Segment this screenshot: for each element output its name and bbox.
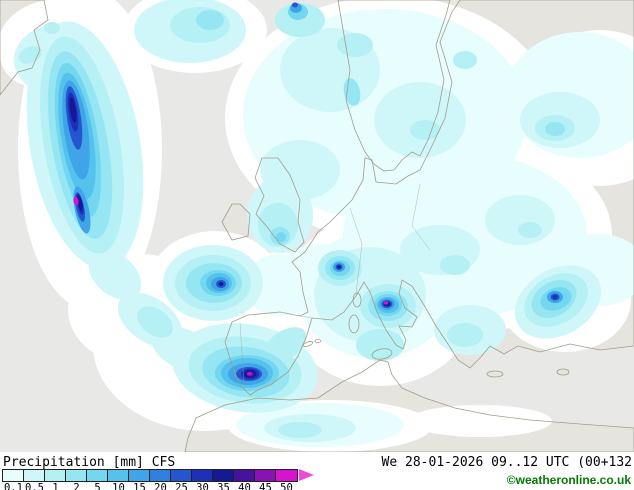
- legend: 0.1 0.5 1 2 5 10 15 20 25 30 35 40 45 50: [2, 469, 332, 490]
- legend-segment: [24, 470, 45, 481]
- copyright-label: ©weatheronline.co.uk: [506, 473, 631, 487]
- legend-segment: [255, 470, 276, 481]
- legend-overflow-arrow-icon: [299, 469, 314, 481]
- legend-tick-label: 40: [238, 482, 251, 490]
- precipitation-map: [0, 0, 634, 452]
- country-borders: [239, 183, 431, 385]
- legend-tick-label: 25: [175, 482, 188, 490]
- legend-tick-label: 20: [154, 482, 167, 490]
- legend-tick-label: 5: [94, 482, 101, 490]
- legend-tick-label: 50: [280, 482, 293, 490]
- legend-tick-label: 15: [133, 482, 146, 490]
- legend-tick-label: 45: [259, 482, 272, 490]
- legend-tick-label: 10: [112, 482, 125, 490]
- legend-labels: 0.1 0.5 1 2 5 10 15 20 25 30 35 40 45 50: [3, 482, 323, 490]
- legend-segment: [234, 470, 255, 481]
- legend-tick-label: 2: [73, 482, 80, 490]
- legend-segment: [66, 470, 87, 481]
- legend-tick-label: 1: [52, 482, 59, 490]
- legend-segment: [213, 470, 234, 481]
- precip-level-14: [73, 196, 389, 375]
- legend-segment: [129, 470, 150, 481]
- map-footer: Precipitation [mm] CFS We 28-01-2026 09.…: [0, 452, 634, 490]
- legend-colorbar: [2, 469, 298, 482]
- legend-segment: [87, 470, 108, 481]
- legend-tick-label: 35: [217, 482, 230, 490]
- map-title: Precipitation [mm] CFS: [3, 455, 176, 470]
- legend-tick-label: 30: [196, 482, 209, 490]
- legend-tick-label: 0.5: [25, 482, 44, 490]
- legend-segment: [108, 470, 129, 481]
- legend-segment: [45, 470, 66, 481]
- legend-tick-label: 0.1: [4, 482, 23, 490]
- legend-segment: [171, 470, 192, 481]
- legend-segment: [192, 470, 213, 481]
- legend-segment: [150, 470, 171, 481]
- legend-segment: [276, 470, 297, 481]
- legend-segment: [3, 470, 24, 481]
- precipitation-contours: [0, 0, 634, 452]
- valid-time-label: We 28-01-2026 09..12 UTC (00+132: [381, 455, 632, 470]
